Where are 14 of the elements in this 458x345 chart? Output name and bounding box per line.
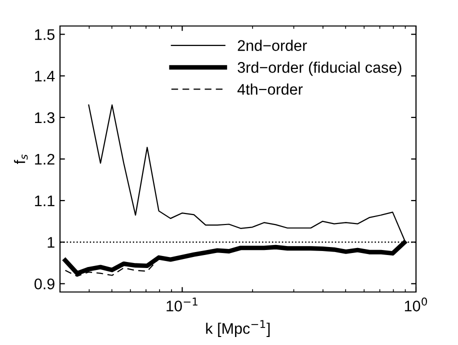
legend-label: 4th−order [237,84,303,95]
y-tick-label: 0.9 [34,278,54,290]
y-axis-title: f$_{s}$ [14,154,28,164]
y-tick-label: 1.3 [35,112,54,124]
y-tick-label: 1.2 [35,154,54,165]
y-tick-label: 1.5 [35,29,54,40]
y-tick-label: 1 [48,237,54,248]
y-tick-label: 1.1 [35,196,54,206]
x-tick-label: 10$^{0}$ [404,298,428,312]
y-tick-label: 1.4 [35,70,55,82]
x-tick-label: 10$^{−1}$ [166,298,198,312]
x-axis-title: k [Mpc$^{−1}$] [206,320,270,337]
legend-label: 3rd−order (fiducial case) [238,62,402,76]
legend-label: 2nd−order [238,40,307,51]
